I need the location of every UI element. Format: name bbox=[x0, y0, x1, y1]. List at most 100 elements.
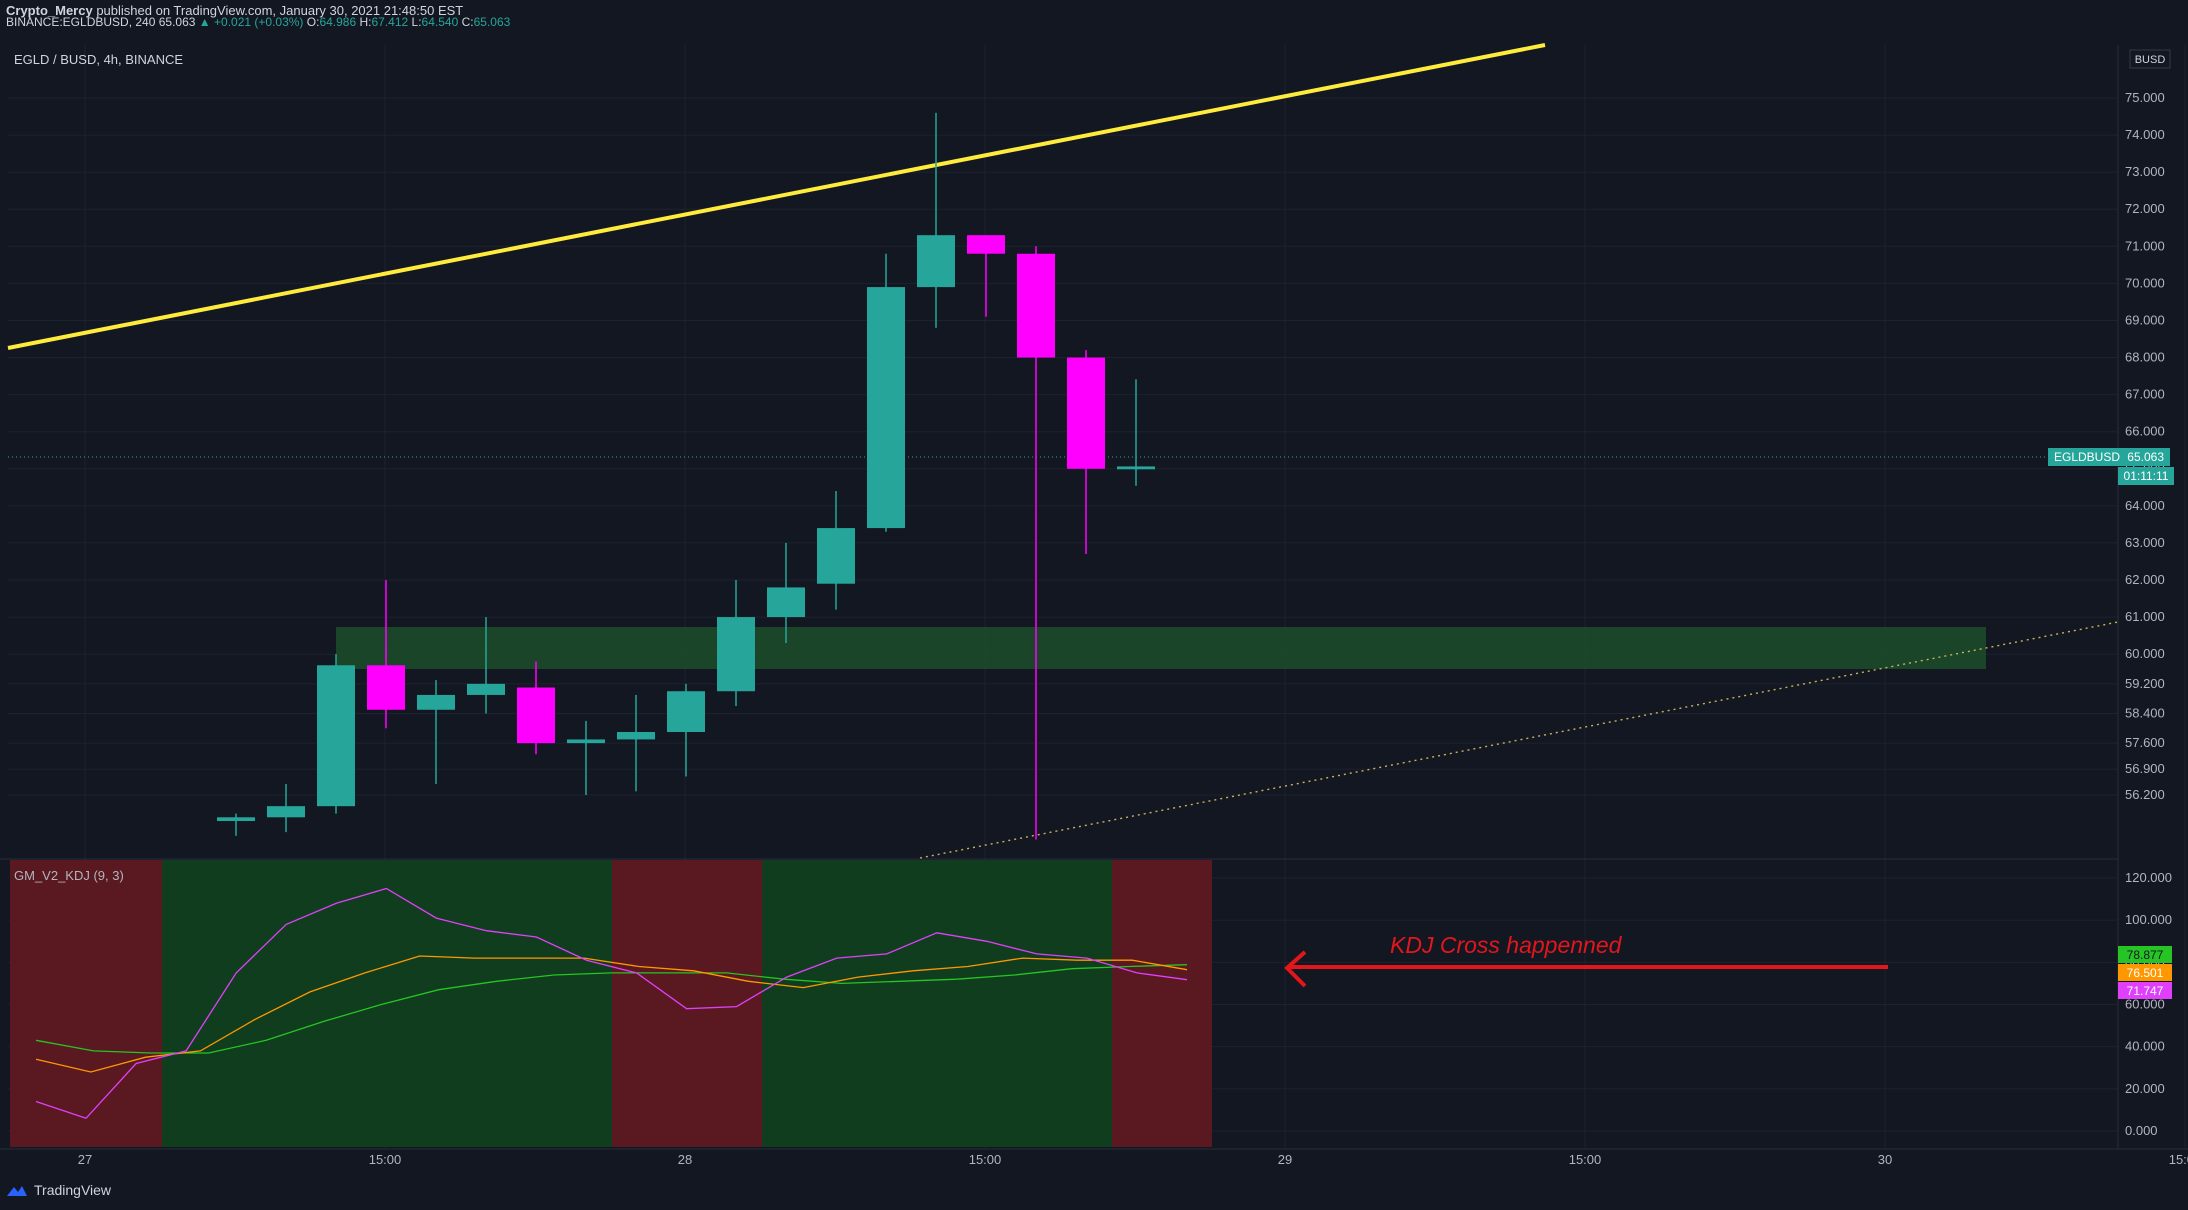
candle-body bbox=[1067, 357, 1105, 469]
support-zone[interactable] bbox=[336, 627, 1986, 669]
kdj-k-line bbox=[35, 964, 1188, 1054]
time-tick-label: 15:00 bbox=[369, 1152, 402, 1167]
candle bbox=[617, 694, 655, 792]
price-tick-label: 72.000 bbox=[2125, 201, 2165, 216]
price-tick-label: 60.000 bbox=[2125, 646, 2165, 661]
up-triangle-icon: ▲ bbox=[198, 15, 211, 29]
candle-body bbox=[617, 732, 655, 740]
high-value: 67.412 bbox=[371, 15, 409, 29]
candle bbox=[917, 112, 955, 328]
time-tick-label: 15:00 bbox=[969, 1152, 1002, 1167]
time-tick-label: 28 bbox=[678, 1152, 692, 1167]
price-badge-price: 65.063 bbox=[2127, 450, 2164, 464]
candles-group bbox=[217, 112, 1155, 840]
price-tick-label: 64.000 bbox=[2125, 498, 2165, 513]
price-tick-label: 71.000 bbox=[2125, 238, 2165, 253]
candle bbox=[517, 661, 555, 755]
candle-body bbox=[767, 587, 805, 618]
candle-body bbox=[817, 528, 855, 584]
price-tick-label: 56.900 bbox=[2125, 761, 2165, 776]
price-tick-label: 70.000 bbox=[2125, 275, 2165, 290]
time-tick-label: 27 bbox=[78, 1152, 92, 1167]
publish-text: published on TradingView.com, January 30… bbox=[96, 3, 464, 18]
price-change: +0.021 (+0.03%) bbox=[214, 15, 304, 29]
price-badge-symbol: EGLDBUSD bbox=[2054, 450, 2120, 464]
candle-body bbox=[267, 806, 305, 818]
candle bbox=[667, 683, 705, 777]
candle bbox=[817, 491, 855, 610]
close-value: 65.063 bbox=[473, 15, 511, 29]
price-tick-label: 58.400 bbox=[2125, 705, 2165, 720]
time-tick-label: 30 bbox=[1878, 1152, 1892, 1167]
indicator-tick-label: 20.000 bbox=[2125, 1081, 2165, 1096]
author-name[interactable]: Crypto_Mercy bbox=[6, 3, 93, 18]
footer-brand[interactable]: TradingView bbox=[34, 1182, 112, 1198]
kdj-value-badge bbox=[2118, 964, 2172, 981]
kdj-region-bearish bbox=[1112, 860, 1212, 1147]
kdj-value-text: 76.501 bbox=[2127, 966, 2164, 980]
candle-body bbox=[1117, 466, 1155, 470]
candle bbox=[317, 654, 355, 814]
candle bbox=[967, 235, 1005, 317]
upper-trendline[interactable] bbox=[7, 43, 1546, 350]
indicator-tick-label: 60.000 bbox=[2125, 997, 2165, 1012]
price-tick-label: 63.000 bbox=[2125, 535, 2165, 550]
candle bbox=[717, 580, 755, 707]
price-tick-label: 59.200 bbox=[2125, 676, 2165, 691]
time-tick-label: 29 bbox=[1278, 1152, 1292, 1167]
time-tick-label: 15:00 bbox=[2169, 1152, 2188, 1167]
price-tick-label: 66.000 bbox=[2125, 424, 2165, 439]
low-value: 64.540 bbox=[421, 15, 459, 29]
candle bbox=[267, 783, 305, 833]
price-tick-label: 57.600 bbox=[2125, 735, 2165, 750]
candle-body bbox=[467, 683, 505, 695]
candle-body bbox=[517, 687, 555, 744]
candle bbox=[1117, 379, 1155, 486]
indicator-tick-label: 0.000 bbox=[2125, 1123, 2158, 1138]
kdj-value-badges: 78.877 76.501 71.747 bbox=[2118, 946, 2172, 999]
kdj-lines bbox=[35, 887, 1188, 1120]
price-tick-label: 61.000 bbox=[2125, 609, 2165, 624]
candle bbox=[867, 253, 905, 532]
currency-label: BUSD bbox=[2135, 54, 2166, 66]
close-label: C: bbox=[461, 15, 474, 29]
candle-body bbox=[367, 665, 405, 710]
high-label: H: bbox=[359, 15, 372, 29]
candle bbox=[217, 813, 255, 836]
time-axis[interactable]: 2715:002815:002915:003015:003115:00Feb15… bbox=[78, 1152, 2188, 1167]
kdj-value-text: 71.747 bbox=[2127, 984, 2164, 998]
symbol-ohlc-line: BINANCE:EGLDBUSD, 240 65.063 ▲ +0.021 (+… bbox=[6, 15, 510, 29]
kdj-d-line bbox=[35, 955, 1188, 1073]
annotation-arrow-head bbox=[1284, 950, 1307, 988]
kdj-value-text: 78.877 bbox=[2127, 948, 2164, 962]
candle bbox=[467, 617, 505, 714]
candle-body bbox=[1017, 253, 1055, 358]
indicator-tick-label: 100.000 bbox=[2125, 912, 2172, 927]
candle bbox=[1017, 246, 1055, 840]
kdj-region-bearish bbox=[10, 860, 162, 1147]
price-axis[interactable]: 75.000 74.000 73.000 72.000 71.000 70.000 69.0… bbox=[2125, 90, 2165, 802]
kdj-value-badge bbox=[2118, 946, 2172, 963]
price-tick-label: 68.000 bbox=[2125, 350, 2165, 365]
indicator-tick-label: 40.000 bbox=[2125, 1039, 2165, 1054]
indicator-title[interactable]: GM_V2_KDJ (9, 3) bbox=[14, 868, 124, 883]
price-tick-label: 56.200 bbox=[2125, 787, 2165, 802]
price-tick-label: 75.000 bbox=[2125, 90, 2165, 105]
price-tick-label: 69.000 bbox=[2125, 312, 2165, 327]
footer: TradingView bbox=[6, 1182, 111, 1198]
candle-body bbox=[217, 817, 255, 821]
countdown-text: 01:11:11 bbox=[2124, 469, 2169, 483]
annotation-text[interactable]: KDJ Cross happenned bbox=[1390, 932, 1623, 958]
candle-body bbox=[417, 694, 455, 710]
low-label: L: bbox=[411, 15, 422, 29]
symbol-label: BINANCE:EGLDBUSD, 240 bbox=[6, 15, 156, 29]
candle bbox=[417, 680, 455, 784]
kdj-value-badge bbox=[2118, 982, 2172, 999]
candle-body bbox=[667, 691, 705, 733]
indicator-axis[interactable]: 120.000100.00080.00060.00040.00020.0000.… bbox=[2125, 870, 2172, 1138]
candle bbox=[767, 542, 805, 644]
currency-box bbox=[2129, 49, 2171, 69]
price-tick-label: 67.000 bbox=[2125, 387, 2165, 402]
candle-body bbox=[867, 287, 905, 529]
